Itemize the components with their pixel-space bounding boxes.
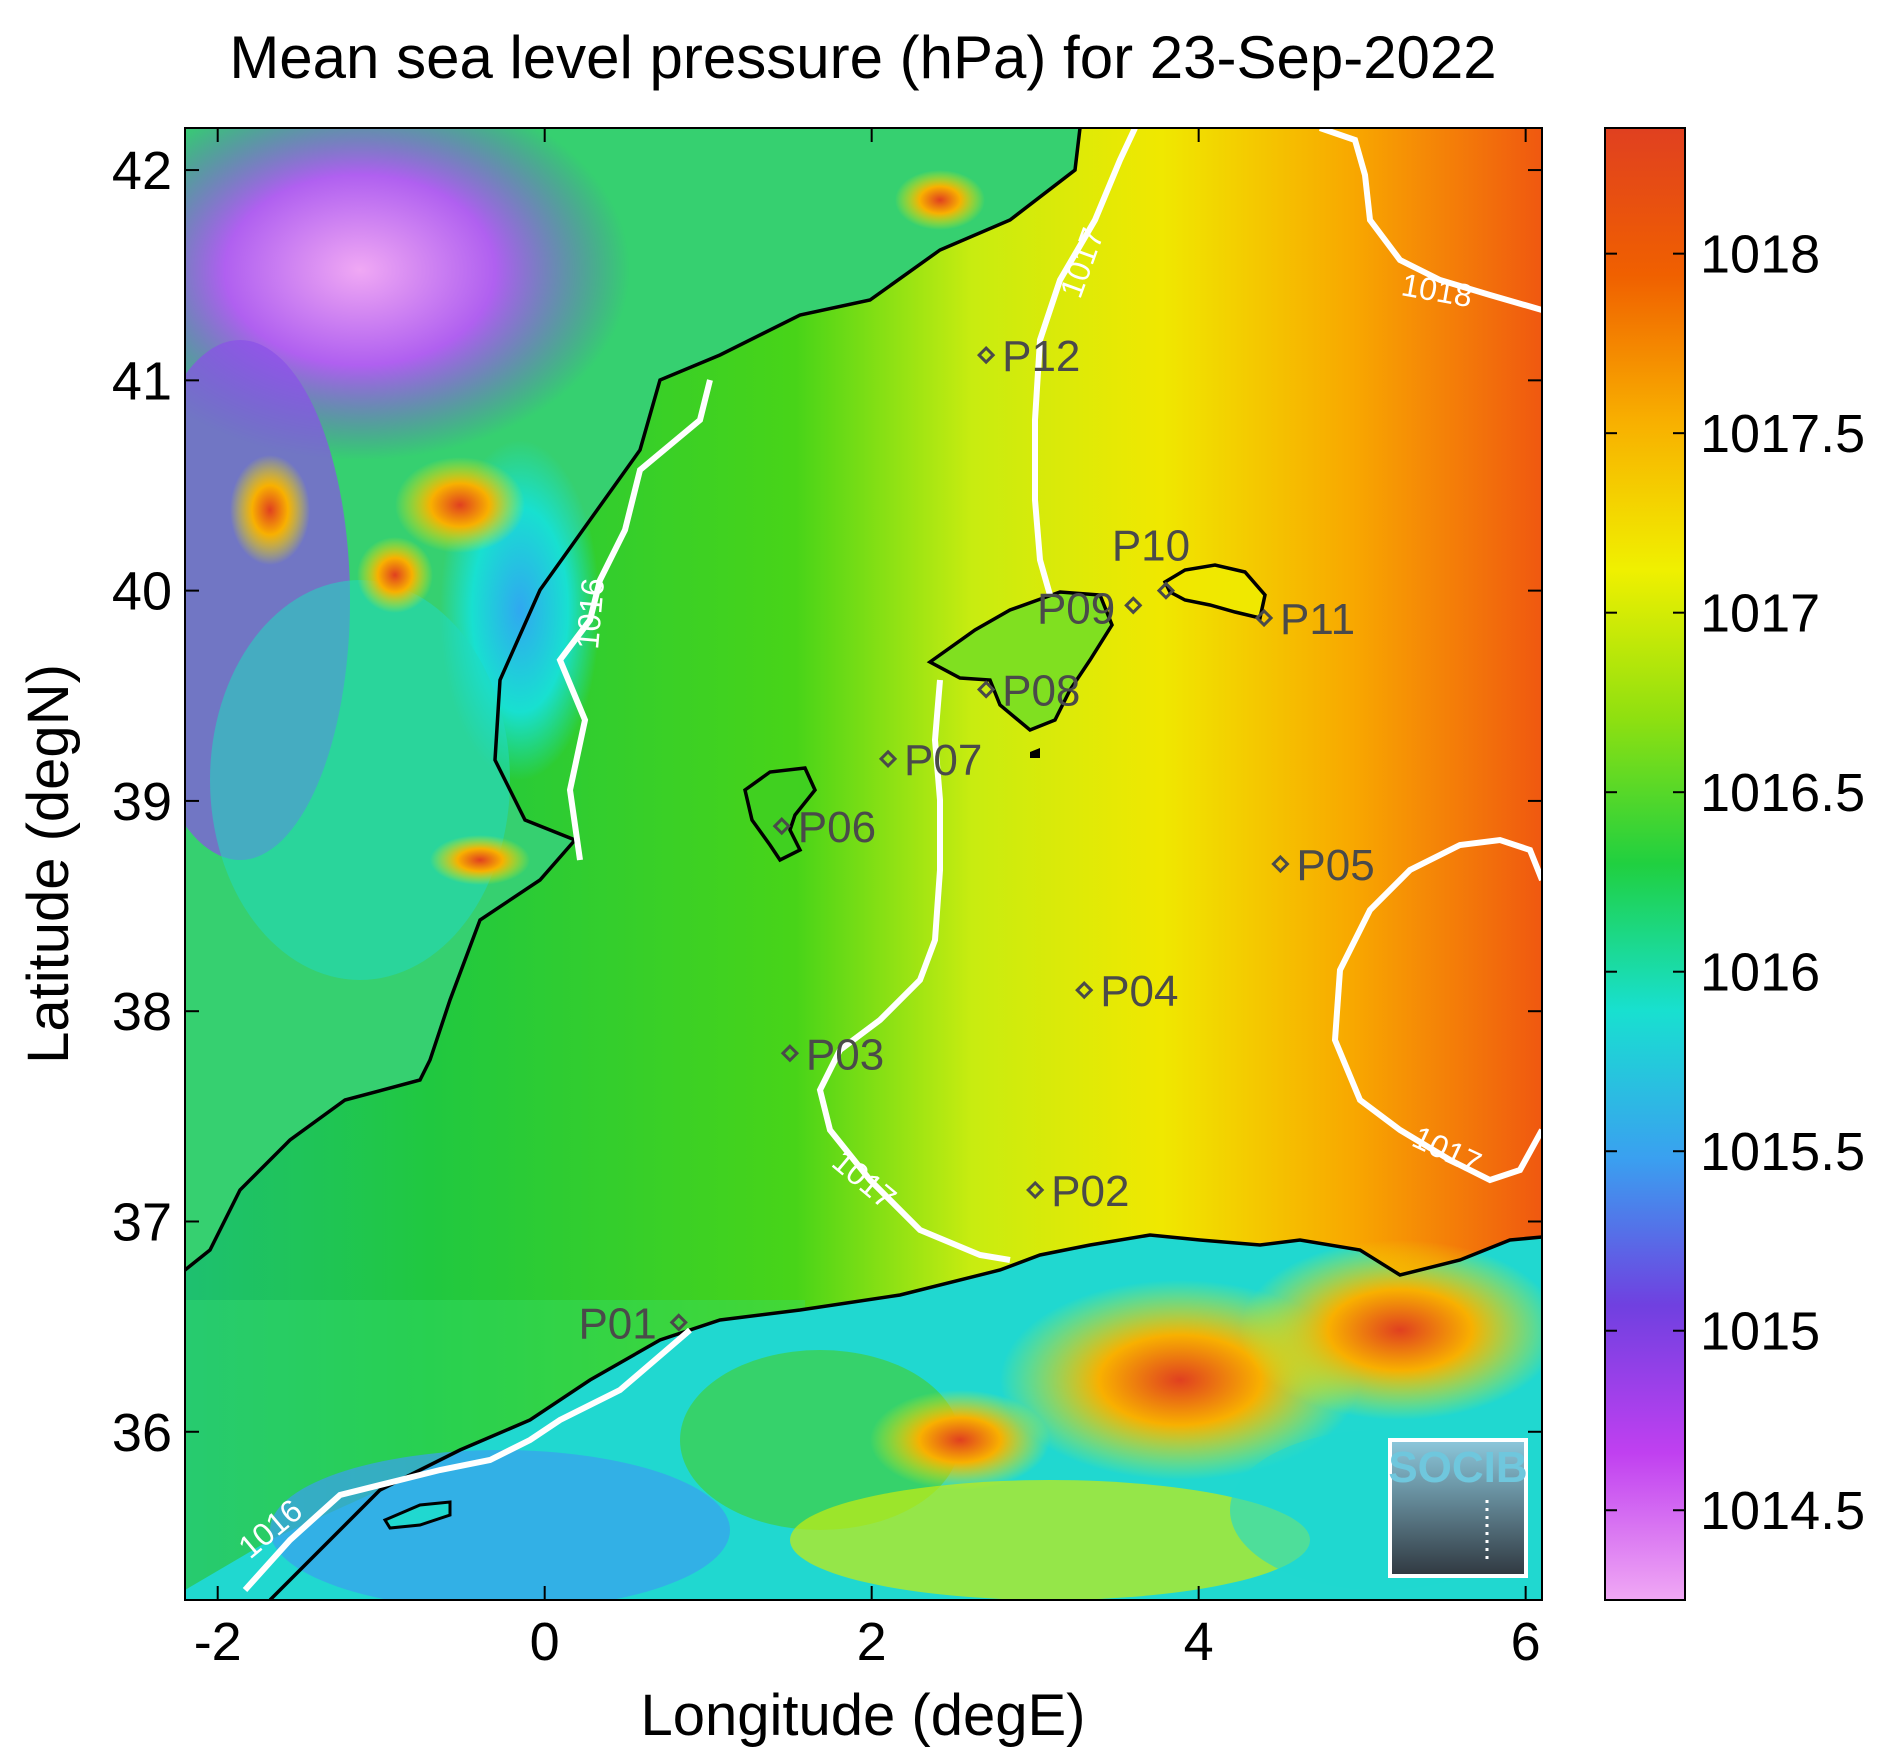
y-tick-label: 36: [112, 1403, 172, 1463]
station-marker: [780, 1044, 800, 1063]
contour-label-1016-north: 1016: [569, 577, 611, 651]
station-marker: [976, 345, 996, 365]
contour-1016-south: [242, 1327, 692, 1593]
colorbar-tick-label: 1016: [1700, 943, 1820, 1003]
station-p06: P06: [772, 803, 876, 852]
colorbar-tick-label: 1016.5: [1700, 763, 1865, 823]
station-p10: P10: [1112, 522, 1190, 600]
station-label: P04: [1100, 967, 1178, 1016]
land-hot-2: [395, 457, 525, 553]
station-p04: P04: [1075, 967, 1179, 1016]
station-marker: [772, 817, 791, 836]
colorbar-tick-label: 1017: [1700, 584, 1820, 644]
station-p03: P03: [780, 1030, 884, 1079]
station-label: P07: [904, 736, 982, 785]
iberia-coastline: [185, 128, 1082, 1272]
station-p09: P09: [1037, 584, 1143, 633]
contour-1018: [1319, 128, 1542, 313]
station-label: P02: [1051, 1167, 1129, 1216]
colorbar: 1014.5 1015 1015.5 1016 1016.5 1017 1017.5 1018: [1604, 127, 1865, 1601]
logo-text: SOCIB: [1388, 1443, 1527, 1492]
station-p05: P05: [1271, 841, 1375, 890]
contour-1017-east: [1331, 836, 1542, 1184]
x-tick-label: 0: [530, 1612, 560, 1672]
station-label: P11: [1280, 595, 1355, 644]
station-label: P09: [1037, 584, 1115, 633]
map-frame: [184, 127, 1543, 1601]
y-tick-label: 41: [112, 351, 172, 411]
station-p11: P11: [1254, 595, 1355, 644]
station-marker: [669, 1313, 688, 1332]
station-marker: [976, 680, 996, 699]
africa-green-region: [680, 1350, 960, 1530]
station-marker: [1271, 854, 1290, 874]
colorbar-tick-label: 1015: [1700, 1302, 1820, 1362]
colorbar-tick-label: 1018: [1700, 225, 1820, 285]
land-hot-5: [895, 170, 985, 230]
alboran-island: [382, 1500, 452, 1530]
contour-1016-north: [556, 379, 713, 861]
station-label: P10: [1112, 522, 1190, 571]
land-hot-1: [230, 455, 310, 565]
land-cyan-band-2: [210, 580, 510, 980]
ibiza-island: [743, 766, 818, 863]
x-tick-label: 2: [857, 1612, 887, 1672]
x-tick-label: -2: [194, 1612, 242, 1672]
y-tick-label: 38: [112, 982, 172, 1042]
station-label: P03: [806, 1030, 884, 1079]
cabrera-island: [1030, 748, 1040, 758]
africa-yellow-region: [790, 1480, 1310, 1600]
station-marker: [1075, 981, 1094, 1000]
y-tick-label: 39: [112, 772, 172, 832]
x-tick-label: 4: [1184, 1612, 1214, 1672]
y-tick-label: 40: [112, 562, 172, 622]
africa-coastline: [268, 1233, 1542, 1600]
station-marker: [1124, 596, 1143, 615]
x-axis-label: Longitude (degE): [641, 1683, 1086, 1748]
y-tick-label: 42: [112, 141, 172, 201]
contour-1017-main: [816, 128, 1138, 1263]
colorbar-tick-label: 1017.5: [1700, 404, 1865, 464]
colorbar-ticks: 1014.5 1015 1015.5 1016 1016.5 1017 1017.5 1018: [1605, 225, 1865, 1541]
station-p12: P12: [976, 332, 1080, 381]
x-tick-label: 6: [1511, 1612, 1541, 1672]
stations-layer: P01 P02 P03 P04 P05 P06 P07 P08 P09 P10 P11 P12: [578, 332, 1374, 1348]
station-p02: P02: [1026, 1167, 1129, 1216]
map-area: 1016 1016 1017 1017 1017 1018 P01P02P03P…: [185, 128, 1542, 1600]
chart-title: Mean sea level pressure (hPa) for 23-Sep…: [229, 24, 1496, 91]
station-p07: P07: [878, 736, 982, 785]
africa-hot-region-3: [870, 1390, 1050, 1490]
land-hot-3: [357, 537, 433, 613]
station-p01: P01: [578, 1299, 688, 1348]
africa-hot-region-2: [1240, 1240, 1542, 1420]
y-axis: 36 37 38 39 40 41 42: [112, 141, 1542, 1463]
colorbar-scale: [1604, 127, 1686, 1601]
station-label: P01: [578, 1299, 656, 1348]
station-marker: [878, 749, 898, 768]
station-marker: [1254, 608, 1274, 628]
colorbar-tick-label: 1015.5: [1700, 1122, 1865, 1182]
station-p08: P08: [976, 666, 1080, 715]
colorbar-tick-label: 1014.5: [1700, 1481, 1865, 1541]
x-axis: -2 0 2 4 6: [194, 128, 1541, 1672]
mallorca-island: [926, 590, 1114, 733]
station-label: P12: [1002, 332, 1080, 381]
station-marker: [1156, 581, 1176, 600]
station-label: P05: [1296, 841, 1374, 890]
socib-logo: SOCIB: [1388, 1438, 1528, 1578]
station-label: P08: [1002, 666, 1080, 715]
land-hot-4: [430, 835, 530, 885]
station-marker: [1026, 1180, 1045, 1200]
menorca-island: [1162, 563, 1267, 621]
y-axis-label: Latitude (degN): [16, 664, 81, 1064]
y-tick-label: 37: [112, 1192, 172, 1252]
station-label: P06: [798, 803, 876, 852]
